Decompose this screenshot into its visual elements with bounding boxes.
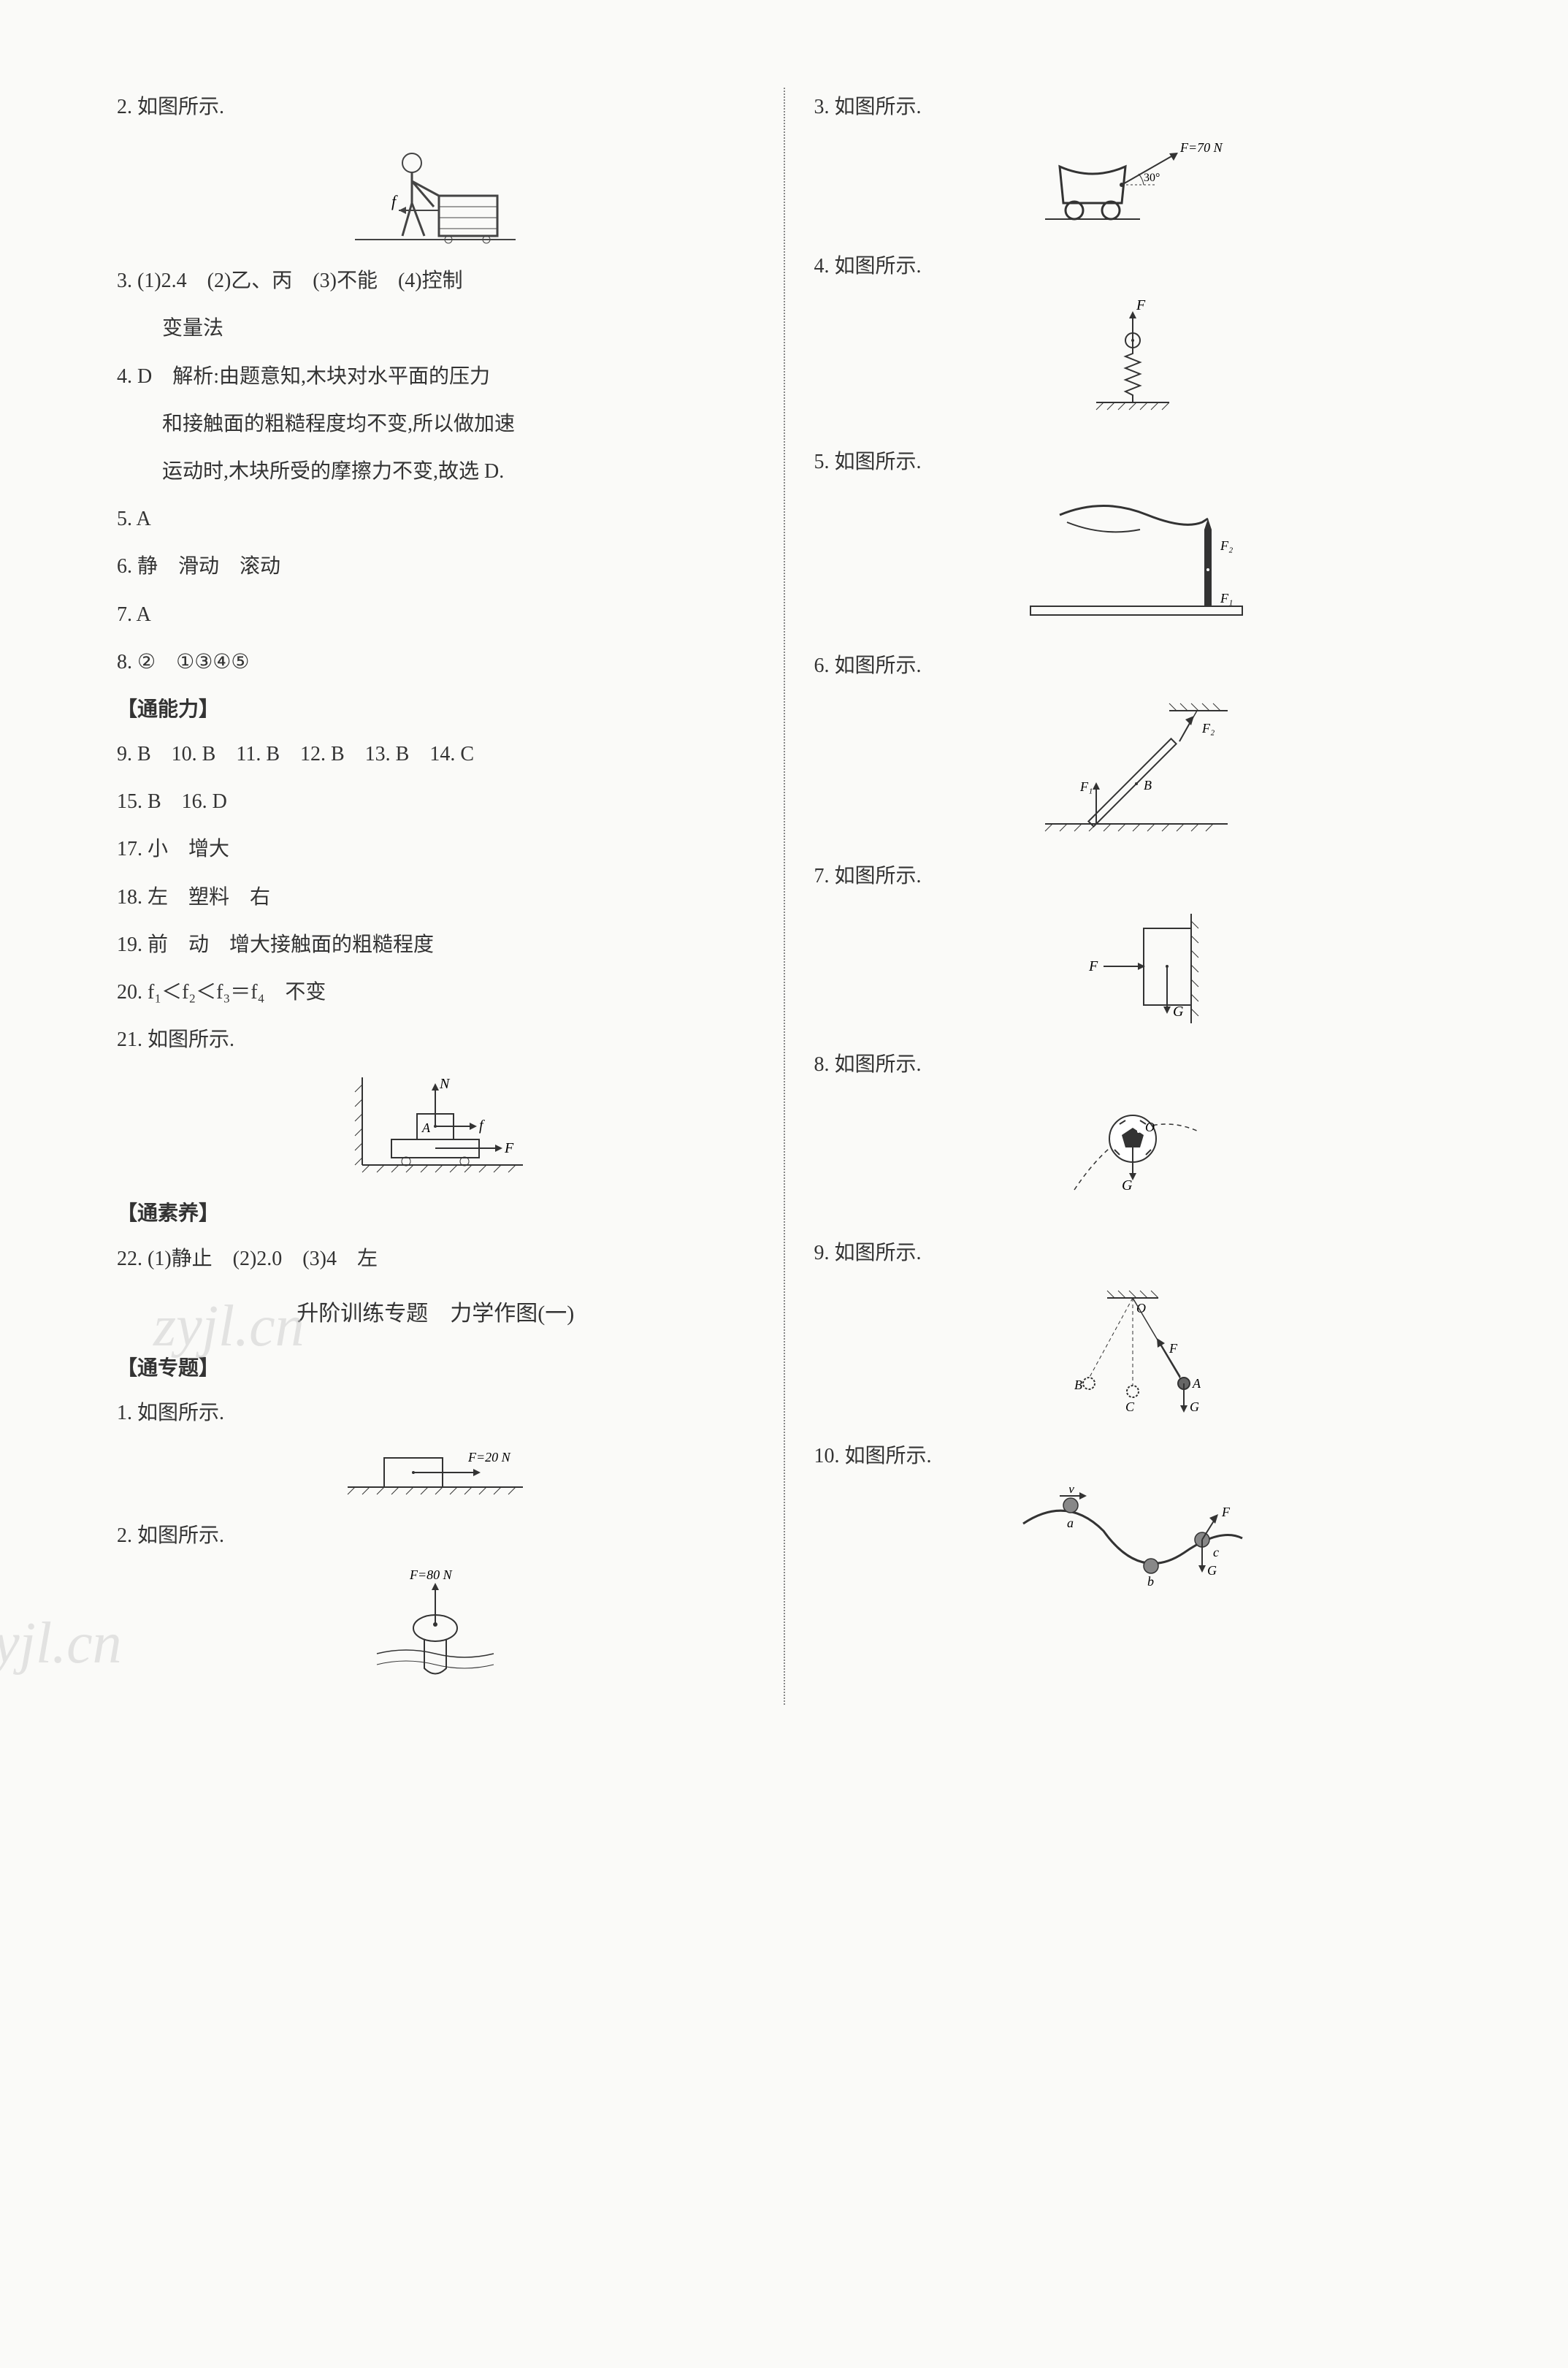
q4-cont1: 和接触面的粗糙程度均不变,所以做加速 [162, 405, 754, 443]
svg-text:30°: 30° [1144, 172, 1160, 184]
q20: 20. f₁＜f₂＜f₃＝f₄ 不变 [117, 973, 754, 1012]
r6: 6. 如图所示. [814, 646, 1452, 685]
q6-text: 6. 静 滑动 滚动 [117, 547, 754, 586]
q4-text: 4. D 解析:由题意知,木块对水平面的压力 [117, 357, 754, 396]
q21: 21. 如图所示. [117, 1020, 754, 1059]
svg-text:b: b [1147, 1574, 1154, 1589]
svg-text:F=20 N: F=20 N [467, 1450, 511, 1464]
r7: 7. 如图所示. [814, 857, 1452, 895]
svg-text:F=70 N: F=70 N [1179, 140, 1223, 155]
r5: 5. 如图所示. [814, 443, 1452, 481]
r7-figure: F G [814, 906, 1452, 1031]
q5-text: 5. A [117, 500, 754, 538]
section-title: 升阶训练专题 力学作图(一) [117, 1293, 754, 1334]
svg-text:F: F [1136, 297, 1146, 313]
q21-figure: A N f F [117, 1070, 754, 1180]
row15: 15. B 16. D [117, 782, 754, 821]
q4-cont2: 运动时,木块所受的摩擦力不变,故选 D. [162, 452, 754, 491]
b2: 2. 如图所示. [117, 1516, 754, 1555]
svg-text:G: G [1173, 1004, 1184, 1020]
sec-tongsu: 【通素养】 [117, 1194, 754, 1233]
r6-figure: B F₁ F₂ [814, 696, 1452, 842]
left-column: 2. 如图所示. f 3. (1)2.4 (2)乙、丙 (3)不能 (4)控制 … [117, 88, 754, 1705]
svg-text:F: F [1088, 958, 1098, 974]
sec-tongneng: 【通能力】 [117, 690, 754, 729]
svg-text:A: A [421, 1120, 431, 1135]
column-divider [784, 88, 785, 1705]
r9-figure: O B C A F G [814, 1283, 1452, 1422]
svg-text:G: G [1122, 1177, 1133, 1193]
svg-text:a: a [1067, 1516, 1074, 1530]
r8: 8. 如图所示. [814, 1045, 1452, 1084]
b1-figure: F=20 N [117, 1443, 754, 1502]
svg-text:N: N [439, 1076, 451, 1092]
svg-text:v: v [1068, 1487, 1074, 1496]
svg-text:F: F [1169, 1341, 1178, 1356]
svg-text:f: f [479, 1118, 485, 1134]
q3-text: 3. (1)2.4 (2)乙、丙 (3)不能 (4)控制 [117, 261, 754, 300]
svg-text:F₁: F₁ [1220, 591, 1233, 606]
r8-figure: O G [814, 1095, 1452, 1219]
r4-figure: F [814, 297, 1452, 428]
svg-text:G: G [1207, 1563, 1217, 1578]
r10: 10. 如图所示. [814, 1437, 1452, 1475]
q17: 17. 小 增大 [117, 830, 754, 868]
b2-figure: zyjl.cn F=80 N [117, 1566, 754, 1690]
r10-figure: a v b c F G [814, 1487, 1452, 1597]
sec-tongzhuan: 【通专题】 [117, 1349, 754, 1388]
svg-text:G: G [1190, 1399, 1199, 1414]
r3-figure: 30° F=70 N [814, 137, 1452, 232]
svg-text:F=80 N: F=80 N [409, 1567, 453, 1582]
svg-text:F₁: F₁ [1079, 779, 1093, 794]
svg-text:F: F [1221, 1505, 1231, 1519]
watermark-2: zyjl.cn [0, 1588, 122, 1699]
svg-text:A: A [1192, 1376, 1201, 1391]
q18: 18. 左 塑料 右 [117, 878, 754, 917]
svg-text:O: O [1136, 1301, 1146, 1315]
q2-text: 2. 如图所示. [117, 88, 754, 126]
svg-text:F₂: F₂ [1220, 538, 1233, 553]
r4: 4. 如图所示. [814, 247, 1452, 286]
svg-text:O: O [1145, 1120, 1155, 1134]
svg-text:B: B [1144, 778, 1152, 792]
svg-text:B: B [1074, 1378, 1082, 1392]
q3-cont: 变量法 [162, 309, 754, 348]
svg-text:C: C [1125, 1399, 1135, 1414]
r9: 9. 如图所示. [814, 1234, 1452, 1272]
q8-text: 8. ② ①③④⑤ [117, 643, 754, 681]
q19: 19. 前 动 增大接触面的粗糙程度 [117, 925, 754, 964]
row9: 9. B 10. B 11. B 12. B 13. B 14. C [117, 735, 754, 774]
q2-figure: f [117, 137, 754, 247]
svg-text:F₂: F₂ [1201, 721, 1215, 736]
q7-text: 7. A [117, 595, 754, 634]
fig-f-label: f [391, 192, 398, 210]
b1: 1. 如图所示. [117, 1394, 754, 1432]
svg-text:c: c [1213, 1545, 1219, 1559]
r3: 3. 如图所示. [814, 88, 1452, 126]
svg-text:F: F [504, 1140, 514, 1156]
right-column: 3. 如图所示. 30° F=70 N 4. 如图所示. F [814, 88, 1452, 1705]
q22: 22. (1)静止 (2)2.0 (3)4 左 [117, 1240, 754, 1278]
r5-figure: F₂ F₁ [814, 493, 1452, 632]
